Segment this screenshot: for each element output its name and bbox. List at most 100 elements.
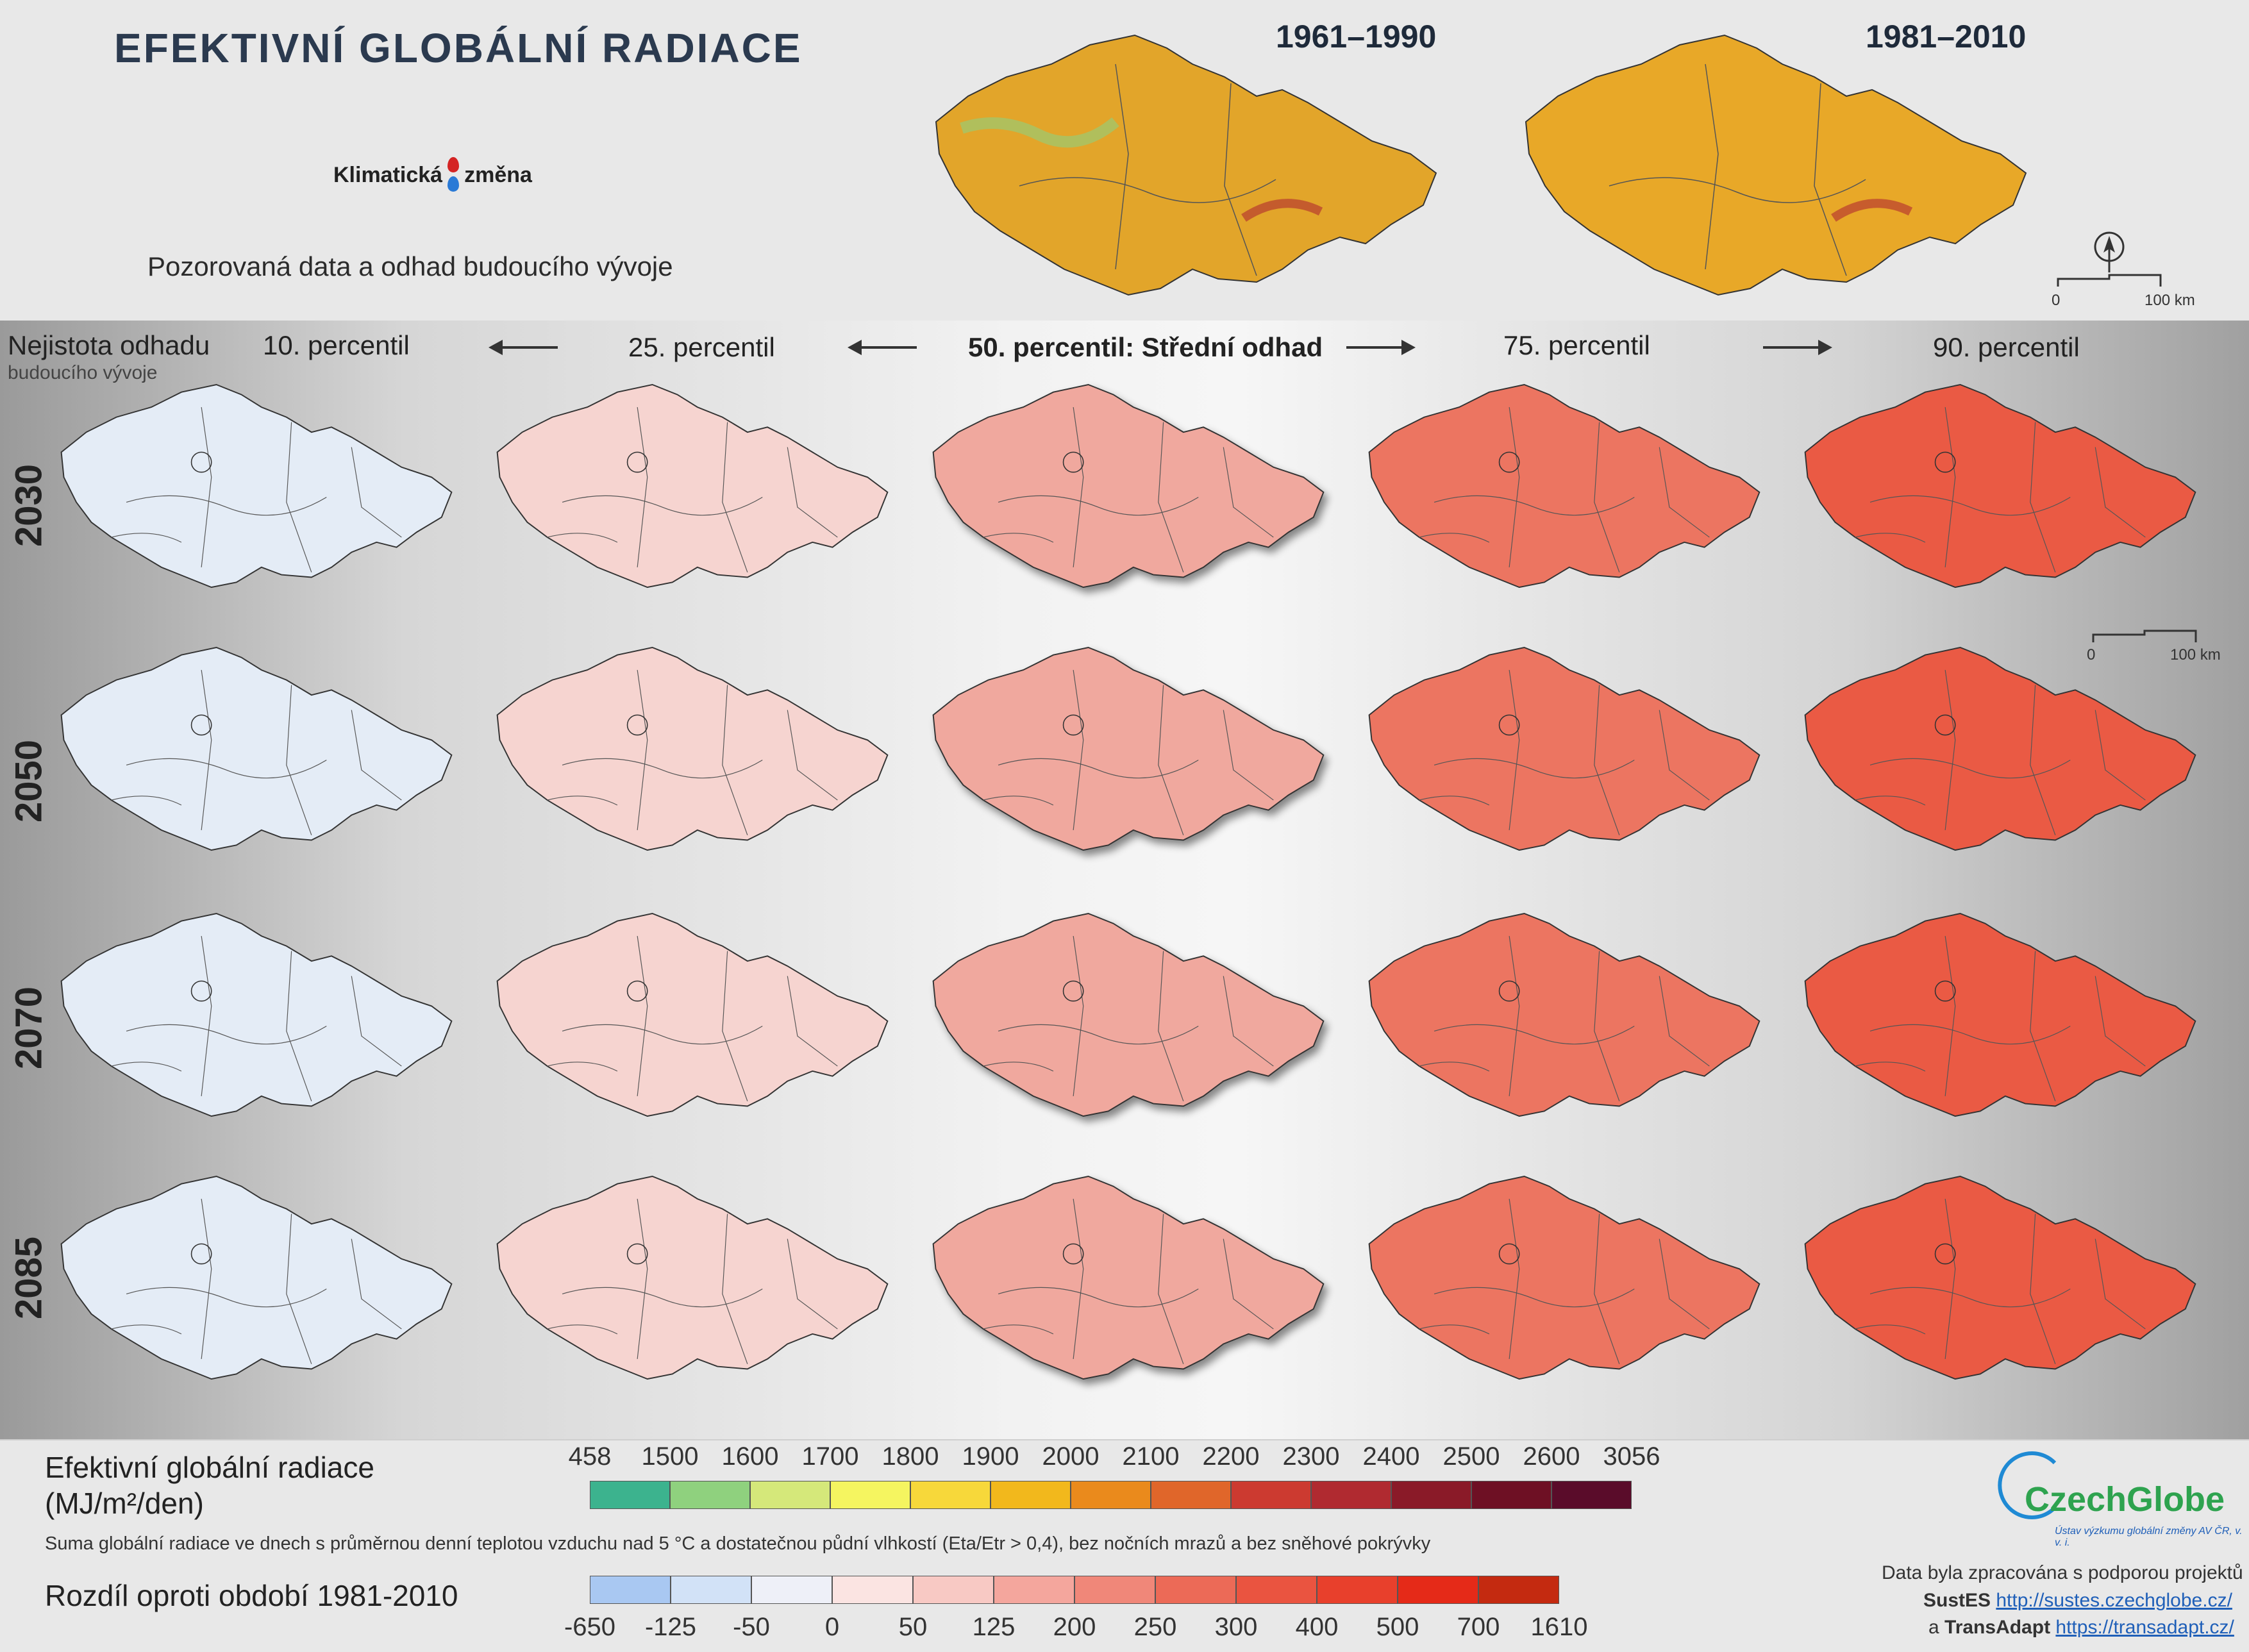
region-border xyxy=(637,936,648,1096)
region-border xyxy=(2094,447,2146,538)
scale-zero-grid: 0 xyxy=(2087,646,2096,663)
credits-and: a xyxy=(1928,1617,1939,1638)
region-border xyxy=(1434,1024,1635,1045)
subtitle: Pozorovaná data a odhad budoucího vývoje xyxy=(147,251,673,281)
czech-outline xyxy=(60,646,453,851)
region-border xyxy=(1223,447,1274,538)
region-border xyxy=(562,1287,763,1308)
legend-abs-cell xyxy=(830,1481,910,1509)
percentile-label-75: 75. percentil xyxy=(1503,330,1650,360)
projection-map-2030-p3 xyxy=(932,383,1325,588)
legend-abs-tick: 1600 xyxy=(721,1442,779,1471)
czech-outline xyxy=(1368,912,1760,1117)
legend-diff-tick: 1610 xyxy=(1530,1613,1588,1641)
region-border xyxy=(1869,1024,2071,1045)
region-border xyxy=(1659,1239,1710,1330)
projection-map-2085-p3 xyxy=(932,1175,1325,1380)
region-border xyxy=(722,1214,748,1364)
region-border xyxy=(547,533,618,543)
prague-border xyxy=(1934,980,1956,1002)
czech-outline xyxy=(1804,912,2196,1117)
region-border xyxy=(351,447,402,538)
region-border xyxy=(201,670,212,830)
legend-abs-cell xyxy=(991,1481,1071,1509)
region-border xyxy=(1944,936,1956,1096)
legend-diff-cell xyxy=(913,1576,994,1604)
region-border xyxy=(126,1024,327,1045)
legend-diff-cell xyxy=(1074,1576,1155,1604)
projection-map-2050-p3 xyxy=(932,646,1325,851)
region-border xyxy=(562,1024,763,1045)
region-border xyxy=(201,1199,212,1359)
arrow-left-icon xyxy=(848,340,917,355)
czech-outline xyxy=(932,646,1325,851)
region-border xyxy=(983,1324,1054,1335)
region-border xyxy=(1434,758,1635,779)
region-border xyxy=(1855,796,1926,806)
region-border xyxy=(983,1062,1054,1072)
legend-abs-cell xyxy=(750,1481,830,1509)
projection-map-2050-p1 xyxy=(60,646,453,851)
projection-map-2070-p3 xyxy=(932,912,1325,1117)
logo-left-text: Klimatická xyxy=(333,162,443,187)
region-border xyxy=(1855,533,1926,543)
legend-diff-tick: -650 xyxy=(564,1613,616,1641)
region-border xyxy=(111,533,182,543)
prague-border xyxy=(1934,451,1956,473)
sustes-link[interactable]: http://sustes.czechglobe.cz/ xyxy=(1996,1590,2232,1611)
prague-border xyxy=(1062,1243,1084,1265)
credits-line: Data byla zpracována s podporou projektů xyxy=(1882,1562,2243,1583)
percentile-label-90: 90. percentil xyxy=(1933,332,2080,362)
legend-diff-cell xyxy=(994,1576,1074,1604)
projection-map-2030-p4 xyxy=(1368,383,1760,588)
region-border xyxy=(1869,495,2071,516)
legend-diff-tick: 0 xyxy=(824,1613,840,1641)
prague-border xyxy=(1062,980,1084,1002)
region-border xyxy=(1659,710,1710,801)
legend-abs-tick: 2500 xyxy=(1442,1442,1500,1471)
legend-diff-tick: 700 xyxy=(1457,1613,1500,1641)
region-border xyxy=(1509,670,1520,830)
czechglobe-name: CzechGlobe xyxy=(2025,1480,2225,1519)
czech-outline-observed-1 xyxy=(935,34,1437,296)
region-border xyxy=(2030,951,2056,1101)
legend-diff-tick: -125 xyxy=(644,1613,697,1641)
czech-outline xyxy=(1804,646,2196,851)
scale-zero-header: 0 xyxy=(2052,292,2061,309)
scale-bar-grid xyxy=(2092,630,2197,642)
region-border xyxy=(1944,670,1956,830)
projection-map-2050-p5 xyxy=(1804,646,2196,851)
legend-diff-tick: 200 xyxy=(1053,1613,1096,1641)
region-border xyxy=(1434,495,1635,516)
legend-abs-tick: 1800 xyxy=(882,1442,939,1471)
projection-map-2070-p1 xyxy=(60,912,453,1117)
region-border xyxy=(998,758,1199,779)
region-border xyxy=(1073,1199,1084,1359)
legend-abs-cell xyxy=(1391,1481,1471,1509)
projection-map-2085-p5 xyxy=(1804,1175,2196,1380)
prague-border xyxy=(1498,714,1520,736)
region-border xyxy=(1419,796,1490,806)
prague-border xyxy=(1498,980,1520,1002)
legend-abs-cell xyxy=(910,1481,991,1509)
legend-diff-cell xyxy=(1155,1576,1236,1604)
region-border xyxy=(787,710,838,801)
region-border xyxy=(722,951,748,1101)
projection-map-2085-p1 xyxy=(60,1175,453,1380)
czech-outline xyxy=(1368,646,1760,851)
region-border xyxy=(1223,710,1274,801)
region-border xyxy=(1434,1287,1635,1308)
projection-map-2085-p2 xyxy=(496,1175,889,1380)
legend-diff-tick: 50 xyxy=(898,1613,928,1641)
czechglobe-subtitle: Ústav výzkumu globální změny AV ČR, v. v… xyxy=(2055,1526,2243,1548)
region-border xyxy=(1509,936,1520,1096)
czech-outline xyxy=(1368,383,1760,588)
legend-difference-colorbar: -650 -125 -50 0 50 125 200 250 300 400 500 700 1610 xyxy=(564,1576,1587,1646)
region-border xyxy=(2094,976,2146,1067)
region-border xyxy=(201,407,212,567)
projection-map-2085-p4 xyxy=(1368,1175,1760,1380)
region-border xyxy=(1869,758,2071,779)
region-border xyxy=(286,951,312,1101)
transadapt-link[interactable]: https://transadapt.cz/ xyxy=(2055,1617,2234,1638)
region-border xyxy=(998,1287,1199,1308)
